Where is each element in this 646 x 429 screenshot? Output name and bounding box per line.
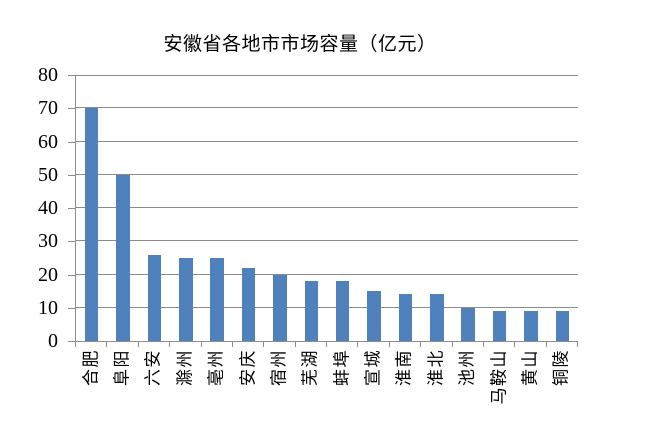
x-axis-label-14: 马鞍山	[489, 349, 509, 405]
y-tick-label: 0	[48, 330, 58, 352]
x-axis-label-12: 淮北	[426, 349, 446, 386]
y-tick-label: 70	[38, 97, 58, 120]
bar-2	[116, 174, 130, 341]
bar-15	[524, 311, 538, 341]
bar-1	[84, 108, 99, 341]
y-tick-label: 50	[38, 163, 58, 186]
x-axis-tick	[137, 342, 139, 347]
bar-11	[398, 294, 413, 341]
y-tick-label: 30	[38, 230, 58, 253]
x-axis-tick	[200, 342, 202, 347]
y-axis-tick	[68, 208, 75, 209]
bar-3	[147, 254, 162, 341]
y-tick-label: 20	[38, 263, 58, 286]
x-axis-tick	[388, 342, 390, 347]
y-axis-tick	[68, 141, 75, 143]
x-axis-tick	[420, 342, 422, 347]
x-axis-tick	[482, 342, 484, 347]
x-axis-label-15: 黄山	[520, 349, 540, 386]
x-axis-label-1: 合肥	[81, 349, 101, 386]
bar-13	[461, 307, 475, 341]
x-axis-tick	[357, 342, 359, 347]
bar-6	[241, 267, 256, 341]
x-axis-tick	[106, 342, 108, 347]
y-tick-label: 40	[38, 197, 58, 219]
y-axis-tick	[68, 341, 75, 342]
x-axis-label-11: 淮南	[394, 349, 414, 386]
x-axis-tick	[326, 342, 327, 347]
y-axis-tick	[68, 307, 75, 309]
x-axis-tick	[514, 342, 516, 347]
y-axis-tick	[68, 274, 75, 276]
gridline	[76, 207, 578, 208]
x-axis-tick	[263, 342, 265, 347]
x-axis-label-8: 芜湖	[300, 349, 320, 386]
x-axis-label-7: 宿州	[269, 349, 289, 386]
x-axis-tick	[577, 342, 578, 347]
bar-10	[367, 291, 381, 341]
x-axis-label-3: 六安	[143, 349, 163, 386]
bar-7	[273, 274, 287, 341]
gridline	[76, 306, 578, 308]
gridline	[76, 173, 578, 175]
x-axis-tick	[231, 342, 233, 347]
x-axis-label-5: 亳州	[206, 349, 226, 386]
bar-5	[210, 257, 224, 341]
gridline	[76, 75, 578, 76]
y-axis-tick	[68, 75, 75, 76]
y-tick-label: 80	[38, 64, 58, 86]
y-axis-tick	[68, 241, 75, 243]
x-axis-label-13: 池州	[457, 349, 477, 386]
y-tick-label: 60	[38, 130, 58, 153]
y-axis-tick	[68, 108, 75, 110]
gridline	[76, 140, 578, 142]
x-axis-labels: 合肥 阜阳 六安 滁州 亳州 安庆 宿州 芜湖 蚌埠 宣城 淮南 淮北 池州 马鞍山 黄山 铜陵	[75, 349, 577, 429]
x-axis-label-6: 安庆	[238, 349, 258, 386]
gridline	[76, 107, 578, 109]
bar-16	[555, 311, 570, 341]
bar-4	[179, 257, 193, 341]
chart-title: 安徽省各地市市场容量（亿元）	[163, 34, 437, 55]
bar-8	[304, 281, 319, 341]
gridline	[76, 273, 578, 275]
x-axis-tick	[545, 342, 547, 347]
x-axis-tick	[451, 342, 453, 347]
x-axis-label-9: 蚌埠	[332, 349, 352, 386]
x-axis-tick	[75, 342, 76, 347]
x-axis-tick	[294, 342, 296, 347]
y-tick-label: 10	[38, 296, 58, 319]
plot-area	[75, 75, 578, 342]
bar-9	[335, 281, 350, 341]
x-axis-label-10: 宣城	[363, 349, 383, 386]
x-axis-tick	[169, 342, 171, 347]
bar-14	[492, 311, 507, 341]
x-axis-label-16: 铜陵	[551, 349, 571, 386]
x-axis-label-2: 阜阳	[112, 349, 132, 386]
bar-12	[430, 294, 444, 341]
x-axis-label-4: 滁州	[175, 349, 195, 386]
y-axis-tick	[68, 174, 75, 176]
gridline	[76, 240, 578, 242]
